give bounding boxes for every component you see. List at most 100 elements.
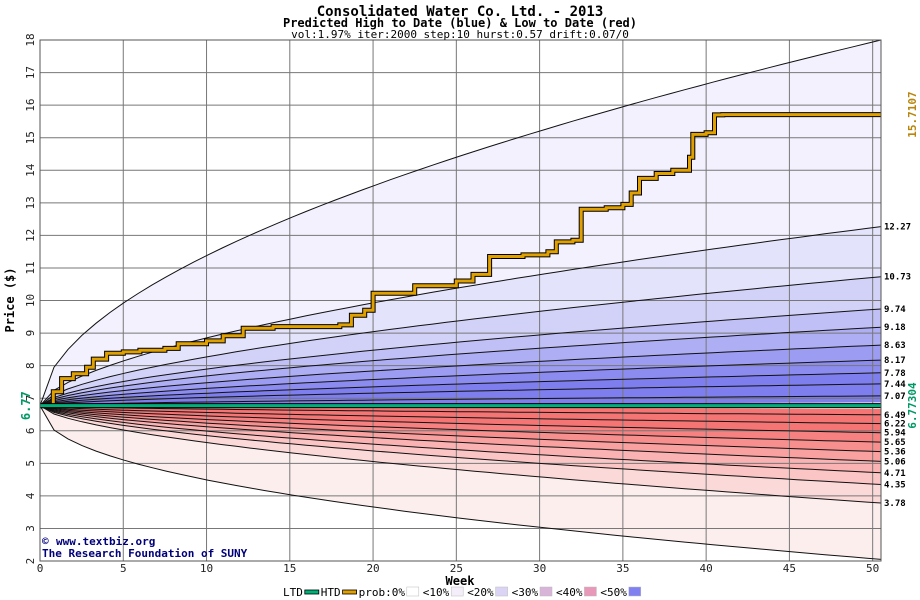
level-label: 8.17 <box>884 356 906 366</box>
start-price-label: 6.77 <box>19 391 33 420</box>
chart-params: vol:1.97% iter:2000 step:10 hurst:0.57 d… <box>291 28 629 41</box>
level-label: 8.63 <box>884 341 906 351</box>
low-band <box>40 405 881 473</box>
low-band <box>40 405 881 433</box>
band-boundary <box>39 372 882 407</box>
level-label: 7.78 <box>884 369 906 379</box>
x-tick-label: 25 <box>450 562 463 575</box>
x-tick-label: 30 <box>533 562 546 575</box>
axis-ticks: 0 5 10 15 20 25 30 35 40 45 5023456789101112131415… <box>24 33 879 575</box>
band-boundary <box>39 276 882 407</box>
band-boundary <box>39 405 882 425</box>
level-label: 7.07 <box>884 392 906 402</box>
y-tick-label: 9 <box>24 330 37 337</box>
high-band <box>40 383 881 406</box>
level-label: 12.27 <box>884 223 911 233</box>
level-label: 5.65 <box>884 438 906 448</box>
low-band <box>40 405 881 452</box>
low-band <box>40 405 881 485</box>
level-label: 6.49 <box>884 411 906 421</box>
low-band <box>40 405 881 560</box>
band-boundary <box>39 395 882 407</box>
legend-swatch <box>628 586 642 597</box>
band-boundaries <box>39 39 882 560</box>
high-band <box>40 226 881 406</box>
legend-swatch <box>539 586 553 597</box>
legend-swatch <box>406 586 420 597</box>
low-band <box>40 405 881 503</box>
band-boundary <box>39 405 882 462</box>
band-boundary <box>39 405 882 443</box>
x-tick-label: 0 <box>37 562 44 575</box>
high-band <box>40 372 881 406</box>
legend-label: HTD <box>321 586 341 599</box>
band-boundary <box>39 383 882 407</box>
level-label: 4.71 <box>884 469 906 479</box>
y-tick-label: 2 <box>24 558 37 565</box>
band-boundary <box>39 308 882 407</box>
level-label: 7.44 <box>884 380 906 390</box>
legend-label: prob:0% <box>359 586 406 599</box>
x-tick-label: 5 <box>120 562 127 575</box>
legend-label: <40% <box>556 586 583 599</box>
level-label: 4.35 <box>884 480 906 490</box>
y-tick-label: 5 <box>24 460 37 467</box>
high-band <box>40 276 881 406</box>
x-tick-label: 45 <box>783 562 796 575</box>
y-tick-label: 12 <box>24 229 37 242</box>
legend-label: <30% <box>512 586 539 599</box>
band-boundary <box>39 405 882 453</box>
x-tick-label: 20 <box>366 562 379 575</box>
x-tick-label: 15 <box>283 562 296 575</box>
y-tick-label: 18 <box>24 33 37 46</box>
low-band <box>40 405 881 462</box>
y-tick-label: 14 <box>24 163 37 177</box>
band-boundary <box>39 326 882 407</box>
legend-label: LTD <box>283 586 303 599</box>
legend-label: <50% <box>600 586 627 599</box>
series-htd-line <box>40 113 881 408</box>
band-boundary <box>39 39 882 406</box>
y-axis-label: Price ($) <box>3 267 17 332</box>
legend-swatch <box>495 586 508 597</box>
legend-swatch <box>584 586 597 597</box>
level-label: 6.22 <box>884 420 906 430</box>
y-tick-label: 17 <box>24 66 37 79</box>
x-axis-label: Week <box>446 574 476 588</box>
y-tick-label: 16 <box>24 99 37 112</box>
legend-label: <10% <box>423 586 450 599</box>
level-label: 10.73 <box>884 273 911 283</box>
chart-title: Consolidated Water Co. Ltd. - 2013 <box>317 4 604 20</box>
high-band <box>40 40 881 406</box>
y-tick-label: 8 <box>24 362 37 369</box>
x-tick-label: 35 <box>616 562 629 575</box>
x-tick-label: 40 <box>700 562 713 575</box>
level-label: 9.74 <box>884 305 906 315</box>
right-value-label: 6.77304 <box>906 382 919 429</box>
band-boundary <box>39 405 882 434</box>
y-tick-label: 4 <box>24 492 37 499</box>
legend: LTD HTD prob:0% <10% <20% <30% <40% <50% <box>283 586 642 599</box>
legend-label: <20% <box>467 586 494 599</box>
y-tick-label: 6 <box>24 427 37 434</box>
copyright-icon: © <box>42 535 49 548</box>
high-band <box>40 360 881 406</box>
y-tick-label: 11 <box>24 261 37 274</box>
level-label: 5.94 <box>884 429 906 439</box>
low-band <box>40 405 881 424</box>
x-tick-label: 10 <box>200 562 213 575</box>
band-boundary <box>39 405 882 560</box>
plot-frame <box>39 39 882 562</box>
y-tick-label: 15 <box>24 131 37 144</box>
credit-site: www.textbiz.org <box>56 535 155 548</box>
legend-swatch <box>304 589 320 595</box>
y-tick-label: 3 <box>24 525 37 532</box>
band-boundary <box>39 359 882 407</box>
level-label: 9.18 <box>884 323 906 333</box>
level-label: 5.06 <box>884 457 906 467</box>
credit-org: The Research Foundation of SUNY <box>42 547 248 560</box>
level-label: 5.36 <box>884 448 906 458</box>
chart-subtitle: Predicted High to Date (blue) & Low to D… <box>283 16 637 30</box>
legend-swatch <box>342 589 358 595</box>
